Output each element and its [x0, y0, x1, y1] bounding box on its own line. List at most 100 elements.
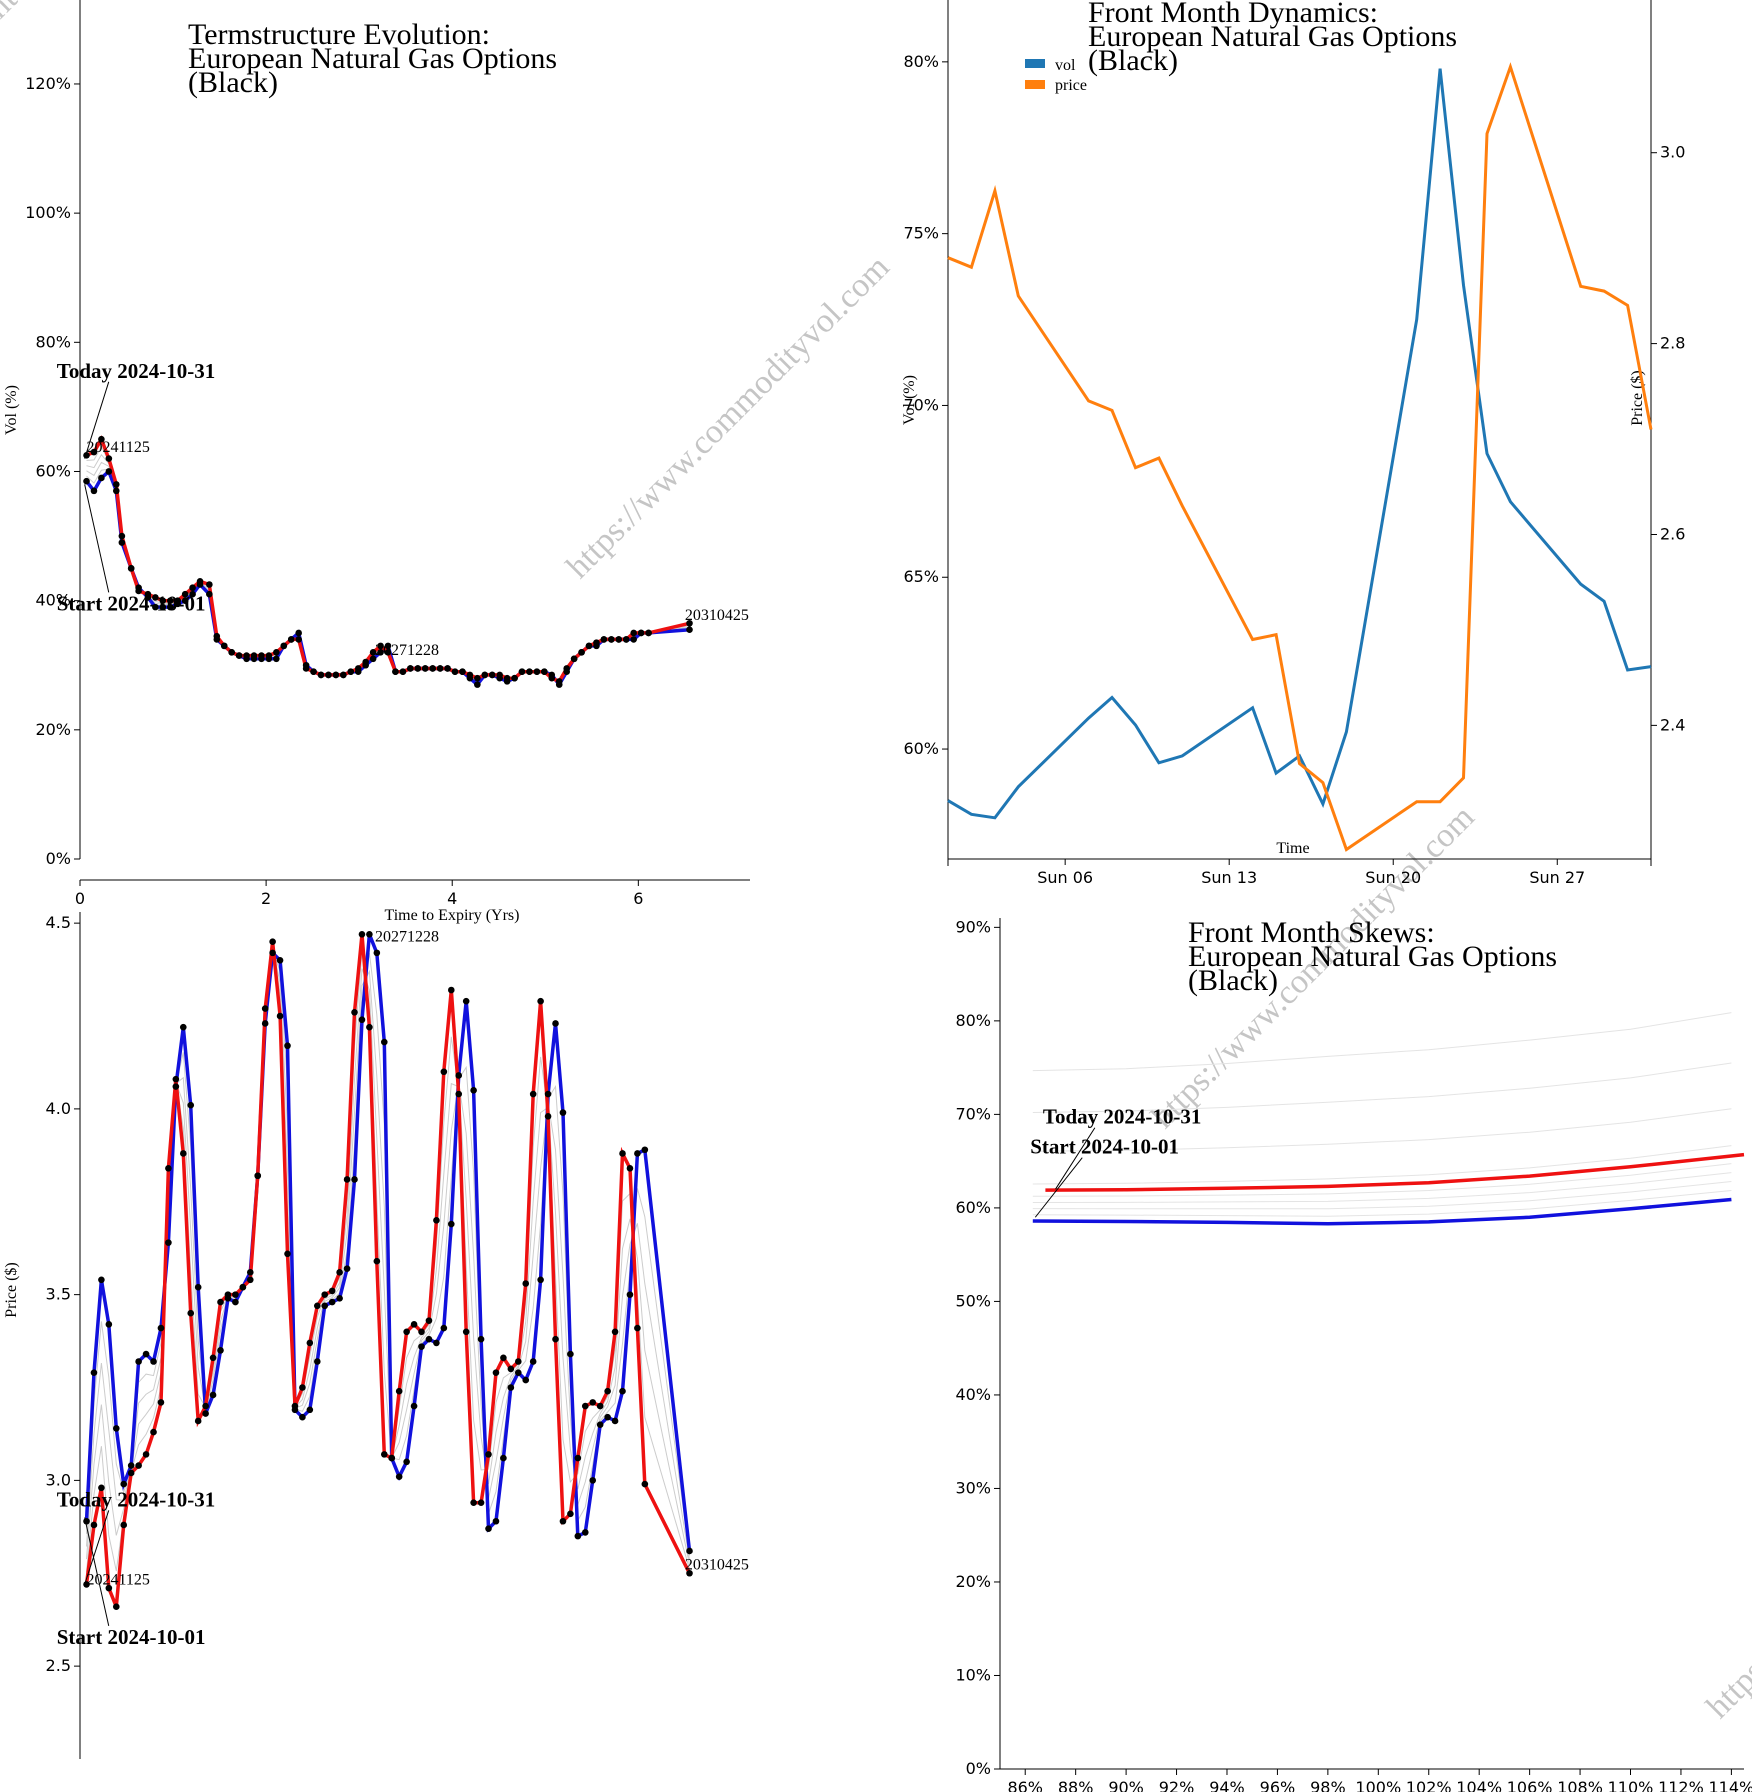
price-point [425, 1317, 433, 1324]
skews-x-tick-label: 108% [1557, 1778, 1603, 1792]
price-point [485, 1525, 492, 1532]
termstructure-y-tick-label: 120% [25, 74, 71, 93]
dynamics-y2-tick-label: 3.0 [1660, 143, 1685, 162]
termstructure-annotation-arrow [84, 484, 110, 593]
termstructure-annotation: Today 2024-10-31 [57, 359, 216, 383]
termstructure-point [317, 671, 325, 679]
skews-x-tick-label: 90% [1108, 1778, 1144, 1792]
termstructure-point [637, 629, 645, 637]
price-point [135, 1462, 142, 1469]
price-point [232, 1298, 239, 1306]
termstructure-point [686, 619, 693, 627]
skews-title-line-1: Front Month Skews: [1188, 916, 1435, 949]
price-point [559, 1109, 567, 1116]
price-point [83, 1517, 90, 1525]
price-point [686, 1547, 693, 1555]
termstructure-point [414, 665, 422, 672]
dynamics-x-tick-label: Sun 20 [1365, 868, 1421, 887]
termstructure-point [585, 642, 593, 650]
termstructure-point [526, 668, 533, 675]
price-point [455, 1072, 463, 1079]
price-point [522, 1280, 530, 1287]
skews-x-tick-label: 100% [1355, 1778, 1401, 1792]
price-point [425, 1335, 433, 1343]
price-point [90, 1369, 98, 1376]
price-point [410, 1321, 418, 1328]
termstructure-point [325, 671, 332, 679]
skews-y-tick-label: 10% [955, 1665, 991, 1684]
price-point [589, 1477, 597, 1484]
price-point [462, 1328, 470, 1336]
price-point [596, 1421, 604, 1428]
termstructure-point [429, 665, 436, 672]
legend-price-swatch [1025, 80, 1045, 89]
price-point [395, 1473, 403, 1480]
termstructure-point [166, 603, 174, 611]
termstructure-x-tick-label: 0 [75, 889, 85, 908]
price-point [112, 1425, 120, 1432]
price-point [574, 1454, 582, 1462]
termstructure-point [593, 639, 600, 646]
price-point [470, 1499, 477, 1506]
termstructure-point [90, 448, 98, 456]
price-y-tick-label: 4.5 [46, 913, 71, 932]
termstructure-title-line-3: (Black) [188, 66, 278, 99]
termstructure-point [503, 674, 511, 682]
price-point [611, 1417, 619, 1425]
termstructure-point [555, 678, 563, 685]
skews-annotation-arrow [1055, 1127, 1096, 1190]
skews-series-line-1 [1032, 1197, 1732, 1226]
price-point [179, 1150, 187, 1157]
termstructure-point [152, 594, 159, 601]
price-point [358, 930, 366, 938]
price-point [127, 1469, 135, 1477]
price-point [581, 1402, 589, 1410]
termstructure-y-tick-label: 100% [25, 203, 71, 222]
price-point-label: 20310425 [685, 1557, 749, 1574]
price-point [105, 1584, 113, 1592]
price-point [194, 1417, 202, 1425]
price-point [529, 1358, 537, 1365]
price-point [433, 1217, 440, 1224]
termstructure-annotation: Start 2024-10-01 [57, 591, 206, 615]
price-point [127, 1462, 135, 1469]
skews-annotation: Start 2024-10-01 [1030, 1135, 1179, 1159]
termstructure-xlabel: Time to Expiry (Yrs) [385, 907, 520, 924]
history-line [1032, 1145, 1732, 1185]
termstructure-y-tick-label: 80% [35, 332, 71, 351]
price-point [269, 949, 276, 957]
history-line [1032, 1062, 1732, 1113]
price-point [634, 1324, 641, 1332]
price-point [604, 1387, 611, 1395]
dynamics-xlabel: Time [1276, 840, 1309, 857]
price-point [388, 1454, 396, 1462]
termstructure-chart: Termstructure Evolution: European Natura… [3, 0, 750, 924]
price-point [172, 1075, 180, 1083]
price-point [299, 1413, 306, 1421]
skews-x-tick-label: 86% [1007, 1778, 1043, 1792]
termstructure-point [615, 636, 623, 643]
termstructure-point [83, 477, 90, 485]
price-point [321, 1302, 329, 1310]
dynamics-title-line-1: Front Month Dynamics: [1088, 0, 1378, 29]
price-point [581, 1529, 589, 1536]
termstructure-point [213, 632, 221, 640]
termstructure-y-tick-label: 60% [35, 461, 71, 480]
price-point-label: 20241125 [87, 1571, 150, 1588]
price-point [135, 1358, 142, 1365]
price-point [157, 1399, 165, 1406]
termstructure-point [144, 590, 152, 598]
termstructure-point [196, 577, 204, 585]
skews-x-tick-label: 112% [1658, 1778, 1704, 1792]
price-point [477, 1335, 485, 1343]
price-point [291, 1402, 299, 1410]
price-point [172, 1083, 180, 1090]
termstructure-point [181, 590, 189, 598]
price-point [142, 1350, 150, 1358]
price-point [98, 1484, 105, 1492]
dynamics-x-tick-label: Sun 13 [1201, 868, 1257, 887]
dynamics-x-tick-label: Sun 27 [1529, 868, 1585, 887]
price-point [165, 1239, 172, 1246]
price-point [187, 1309, 195, 1317]
dynamics-y-tick-label: 65% [903, 567, 939, 586]
